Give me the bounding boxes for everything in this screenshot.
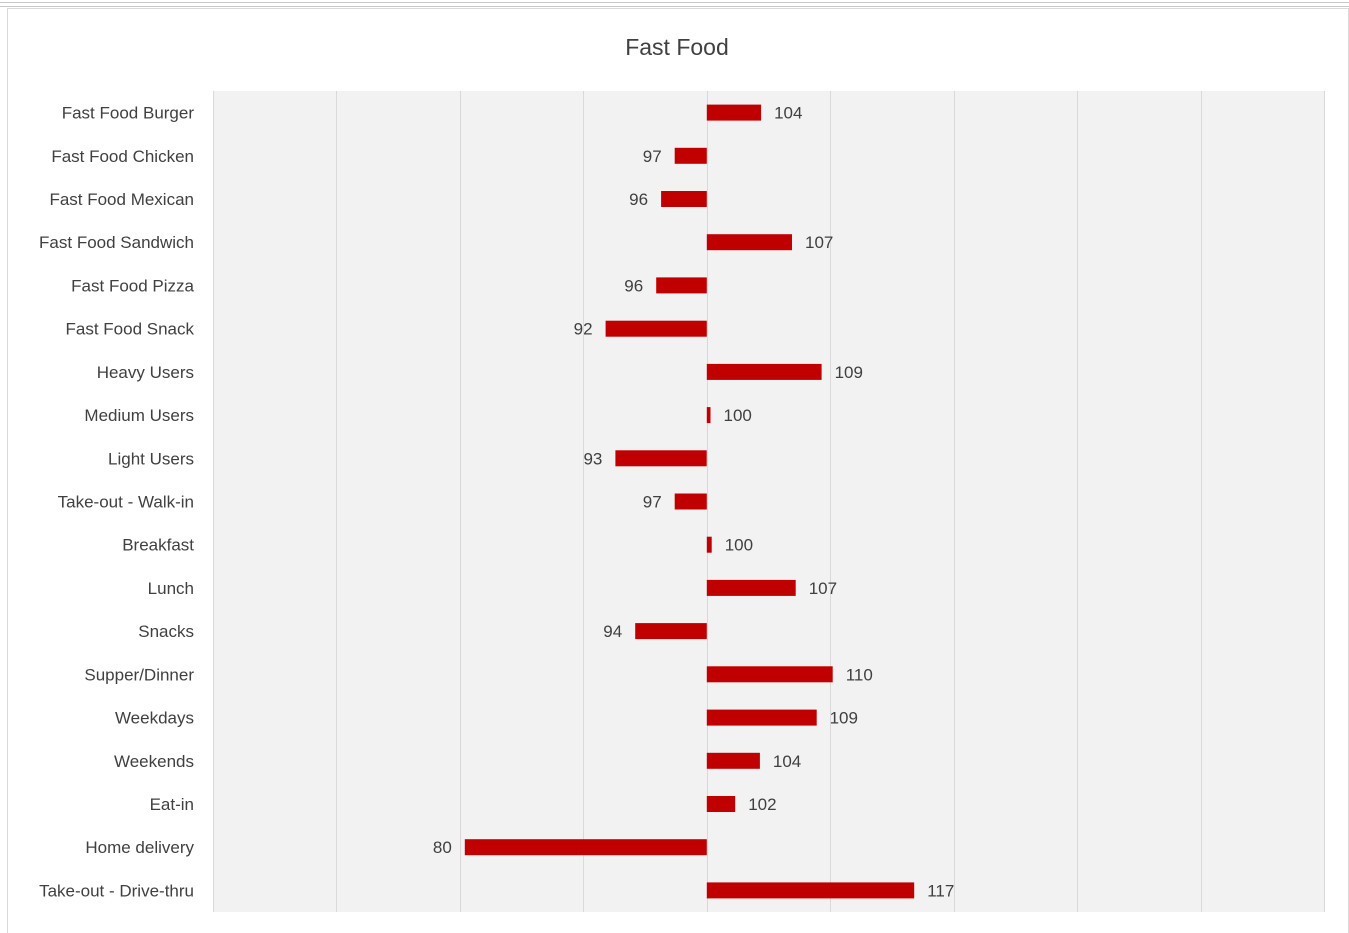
category-label: Fast Food Chicken — [51, 147, 194, 166]
bar — [706, 752, 760, 769]
bar — [674, 147, 707, 164]
category-label: Snacks — [138, 622, 194, 641]
category-label: Weekends — [114, 752, 194, 771]
data-label: 110 — [846, 665, 873, 684]
category-label: Take-out - Drive-thru — [39, 881, 194, 900]
bar — [656, 277, 707, 294]
category-label: Weekdays — [115, 709, 194, 728]
category-label: Medium Users — [84, 406, 194, 425]
data-label: 109 — [835, 363, 863, 382]
category-label: Heavy Users — [97, 363, 194, 382]
bar — [706, 666, 833, 683]
bar — [706, 234, 792, 251]
category-label: Breakfast — [122, 536, 194, 555]
bar — [706, 536, 712, 553]
category-label: Fast Food Mexican — [49, 190, 194, 209]
bar — [706, 363, 822, 380]
bars — [464, 104, 915, 899]
bar — [464, 839, 707, 856]
category-label: Eat-in — [150, 795, 194, 814]
data-label: 96 — [624, 276, 643, 295]
data-label: 107 — [805, 233, 833, 252]
category-label: Fast Food Burger — [62, 104, 195, 123]
data-label: 107 — [809, 579, 837, 598]
bar — [706, 882, 915, 899]
bar — [674, 493, 707, 510]
bar — [706, 104, 762, 121]
data-label: 117 — [927, 881, 954, 900]
top-border-line — [0, 2, 1349, 3]
data-label: 93 — [583, 449, 602, 468]
labels: Fast Food Burger 104 Fast Food Chicken 97 Fa… — [39, 104, 954, 901]
bar — [706, 407, 711, 424]
bar — [635, 623, 707, 640]
data-label: 97 — [643, 147, 662, 166]
data-label: 104 — [774, 104, 802, 123]
data-label: 80 — [433, 838, 452, 857]
bar — [615, 450, 707, 467]
category-label: Light Users — [108, 449, 194, 468]
bar — [706, 796, 736, 812]
data-label: 104 — [773, 752, 801, 771]
bar — [706, 579, 796, 596]
category-label: Fast Food Pizza — [71, 276, 194, 295]
bar — [605, 320, 707, 337]
data-label: 100 — [724, 406, 752, 425]
category-label: Home delivery — [85, 838, 194, 857]
category-label: Fast Food Snack — [65, 320, 194, 339]
bar — [706, 709, 817, 726]
data-label: 94 — [603, 622, 622, 641]
category-label: Lunch — [148, 579, 194, 598]
category-label: Fast Food Sandwich — [39, 233, 194, 252]
data-label: 96 — [629, 190, 648, 209]
plot-area — [213, 91, 1324, 912]
bar — [661, 191, 707, 207]
gridlines — [213, 91, 1325, 912]
data-label: 100 — [725, 536, 753, 555]
category-label: Supper/Dinner — [84, 665, 194, 684]
chart-title: Fast Food — [625, 34, 729, 60]
data-label: 109 — [830, 709, 858, 728]
data-label: 97 — [643, 493, 662, 512]
top-border-line — [0, 6, 1349, 7]
data-label: 102 — [748, 795, 776, 814]
data-label: 92 — [574, 320, 593, 339]
category-label: Take-out - Walk-in — [58, 493, 194, 512]
